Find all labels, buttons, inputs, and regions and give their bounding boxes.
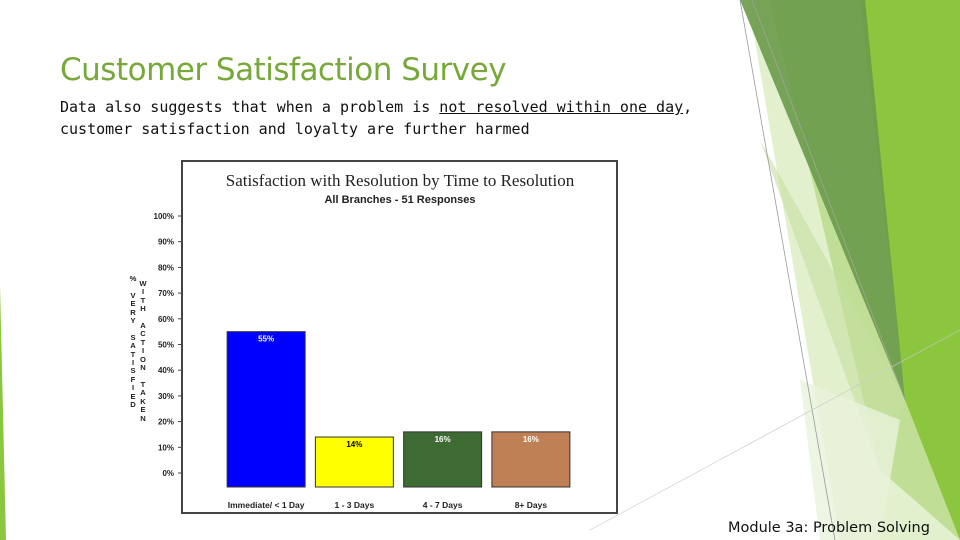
subtitle-text-end: , customer satisfaction and loyalty are …	[60, 98, 693, 138]
deco-facet-dark	[740, 0, 905, 400]
deco-line-2	[751, 0, 906, 401]
x-category-label: 4 - 7 Days	[423, 500, 463, 510]
deco-facet-mid	[860, 0, 960, 540]
chart-subtitle: All Branches - 51 Responses	[324, 194, 476, 206]
slide-subtitle: Data also suggests that when a problem i…	[60, 96, 730, 140]
bar-4	[491, 431, 571, 488]
subtitle-text-start: Data also suggests that when a problem i…	[60, 98, 440, 116]
y-tick-label: 70%	[158, 289, 174, 298]
bar-2	[314, 436, 394, 488]
footer-module-label: Module 3a: Problem Solving	[728, 520, 930, 536]
y-tick-label: 90%	[158, 238, 174, 247]
deco-facet-light-lower	[760, 140, 905, 470]
slide-title: Customer Satisfaction Survey	[60, 52, 507, 88]
y-tick-label: 60%	[158, 315, 174, 324]
deco-facet-pale-lower	[800, 380, 900, 540]
bar-1	[226, 331, 306, 488]
y-tick-label: 10%	[158, 443, 174, 452]
y-tick-label: 80%	[158, 263, 174, 272]
x-category-label: Immediate/ < 1 Day	[228, 500, 305, 510]
y-tick-label: 30%	[158, 392, 174, 401]
x-category-label: 1 - 3 Days	[335, 500, 375, 510]
y-tick-label: 100%	[154, 212, 174, 221]
y-tick-label: 0%	[162, 469, 174, 478]
bar-3	[403, 431, 483, 488]
deco-line-3	[589, 329, 960, 531]
subtitle-underlined-phrase: not resolved within one day	[439, 98, 684, 116]
data-label: 16%	[435, 435, 451, 444]
chart-title: Satisfaction with Resolution by Time to …	[225, 171, 575, 190]
y-tick-label: 50%	[158, 341, 174, 350]
data-label: 55%	[258, 335, 274, 344]
data-label: 14%	[346, 440, 362, 449]
deco-line-1	[739, 0, 836, 540]
x-category-label: 8+ Days	[515, 500, 548, 510]
deco-left-sliver	[0, 285, 6, 540]
y-tick-label: 40%	[158, 366, 174, 375]
data-label: 16%	[523, 435, 539, 444]
y-tick-label: 20%	[158, 418, 174, 427]
